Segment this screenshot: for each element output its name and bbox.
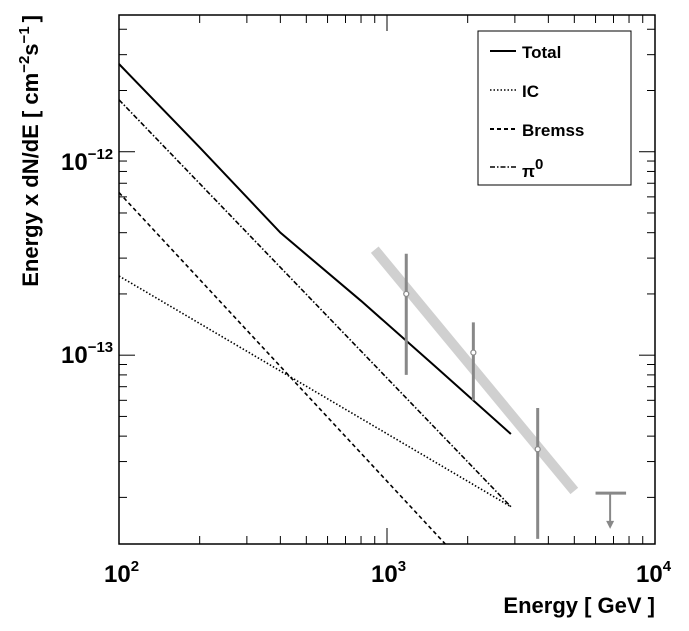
y-tick-label-1e-13: 10−13 [61,339,113,369]
series-line-ic [118,275,512,508]
legend-label-pi0: π0 [522,156,543,181]
legend: Total IC Bremss π0 [477,30,632,186]
data-point-0 [403,290,410,298]
points-layer [403,253,627,539]
data-point-1 [470,349,477,356]
series-line-total [118,63,512,435]
legend-box [477,30,632,186]
x-tick-label-1000: 103 [371,558,406,588]
data-point-2 [534,446,541,453]
x-tick-label-100: 102 [104,558,139,588]
series-line-bremss [118,192,446,545]
x-tick-label-10000: 104 [636,558,672,588]
plot-frame [118,14,656,545]
series-layer [118,63,512,545]
y-axis-title: Energy x dN/dE [ cm−2s−1] [16,15,43,287]
legend-label-total: Total [522,43,561,62]
upper-limit-arrow-0 [606,520,615,529]
x-axis-title: Energy [ GeV ] [503,593,655,618]
legend-label-ic: IC [522,82,539,101]
legend-label-bremss: Bremss [522,121,584,140]
y-tick-label-1e-12: 10−12 [61,146,113,176]
